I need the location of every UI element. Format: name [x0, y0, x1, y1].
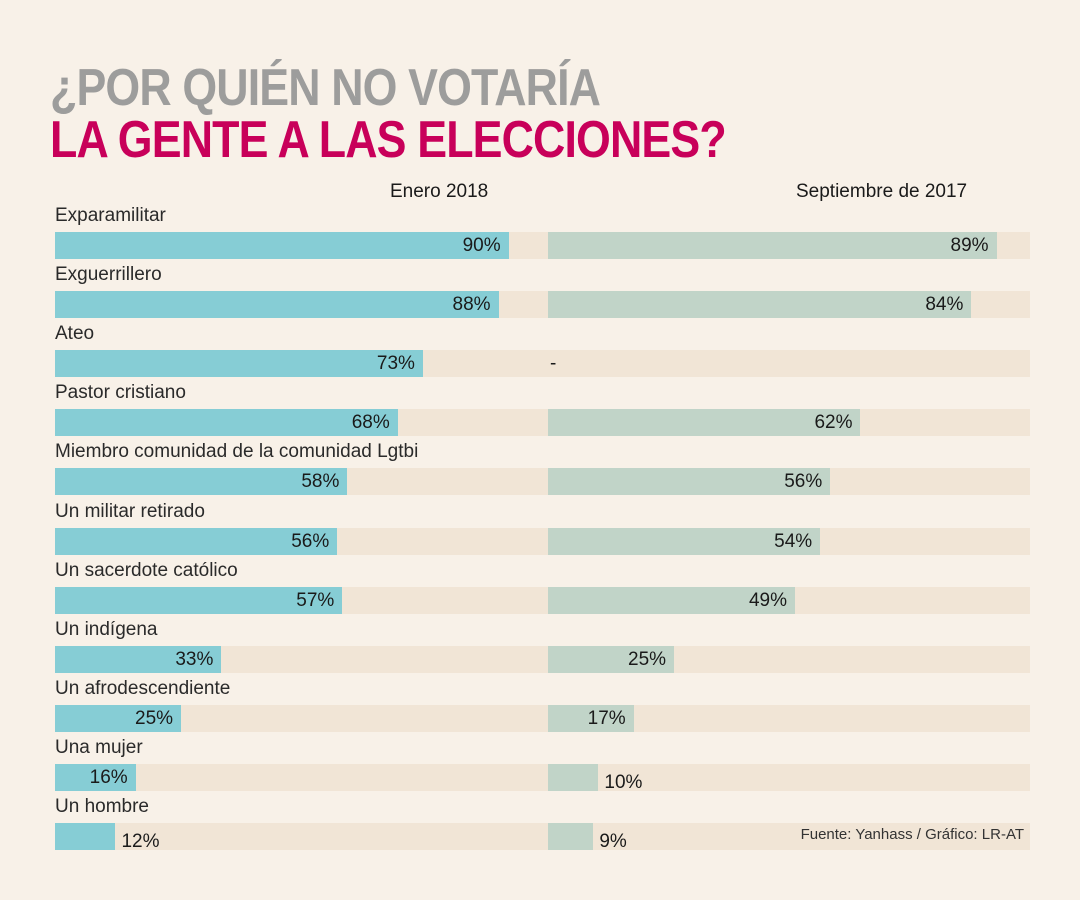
series-header-enero-2018: Enero 2018 [390, 181, 489, 202]
bar-enero-2018 [55, 764, 136, 791]
data-label: 25% [628, 649, 667, 670]
data-label: 57% [296, 590, 335, 611]
data-label: 10% [604, 772, 643, 793]
bar-septiembre-2017 [548, 705, 634, 732]
series-header-septiembre-2017: Septiembre de 2017 [796, 181, 968, 202]
title-line-2: LA GENTE A LAS ELECCIONES? [50, 111, 727, 169]
data-label: 56% [291, 531, 330, 552]
data-label: 68% [351, 412, 390, 433]
data-label: - [550, 353, 557, 374]
bar-track [548, 350, 1030, 377]
category-label: Un hombre [55, 796, 149, 817]
category-label: Un sacerdote católico [55, 560, 238, 581]
bar-septiembre-2017 [548, 764, 599, 791]
bar-enero-2018 [55, 232, 509, 259]
category-label: Miembro comunidad de la comunidad Lgtbi [55, 441, 419, 462]
bar-enero-2018 [55, 823, 116, 850]
bar-enero-2018 [55, 646, 222, 673]
data-label: 12% [121, 831, 160, 852]
category-label: Una mujer [55, 737, 143, 758]
bar-septiembre-2017 [548, 528, 821, 555]
data-label: 49% [748, 590, 787, 611]
bar-track [55, 764, 548, 791]
bar-track [55, 823, 548, 850]
category-label: Exguerrillero [55, 264, 162, 285]
data-label: 73% [376, 353, 415, 374]
category-label: Pastor cristiano [55, 382, 186, 403]
data-label: 88% [452, 294, 491, 315]
category-label: Ateo [55, 323, 95, 344]
data-label: 90% [462, 235, 501, 256]
bar-septiembre-2017 [548, 646, 674, 673]
category-label: Exparamilitar [55, 205, 166, 226]
bar-septiembre-2017 [548, 823, 594, 850]
data-label: 9% [599, 831, 627, 852]
bar-track [548, 764, 1030, 791]
data-label: 56% [784, 471, 823, 492]
source-note: Fuente: Yanhass / Gráfico: LR-AT [800, 826, 1024, 843]
data-label: 16% [89, 767, 128, 788]
category-label: Un afrodescendiente [55, 678, 231, 699]
data-label: 17% [587, 708, 626, 729]
data-label: 58% [301, 471, 340, 492]
title-line-1: ¿POR QUIÉN NO VOTARÍA [50, 59, 601, 117]
bar-enero-2018 [55, 528, 338, 555]
bar-septiembre-2017 [548, 468, 831, 495]
data-label: 62% [814, 412, 853, 433]
bar-septiembre-2017 [548, 291, 972, 318]
bar-enero-2018 [55, 468, 348, 495]
data-label: 54% [774, 531, 813, 552]
category-label: Un militar retirado [55, 501, 205, 522]
bar-track [548, 823, 1030, 850]
bar-septiembre-2017 [548, 232, 997, 259]
bar-septiembre-2017 [548, 409, 861, 436]
bar-enero-2018 [55, 291, 499, 318]
data-label: 33% [175, 649, 214, 670]
bar-septiembre-2017 [548, 587, 795, 614]
bar-enero-2018 [55, 587, 343, 614]
bar-enero-2018 [55, 350, 423, 377]
bar-enero-2018 [55, 409, 398, 436]
data-label: 25% [135, 708, 174, 729]
category-label: Un indígena [55, 619, 158, 640]
data-label: 89% [950, 235, 989, 256]
data-label: 84% [925, 294, 964, 315]
bar-enero-2018 [55, 705, 181, 732]
